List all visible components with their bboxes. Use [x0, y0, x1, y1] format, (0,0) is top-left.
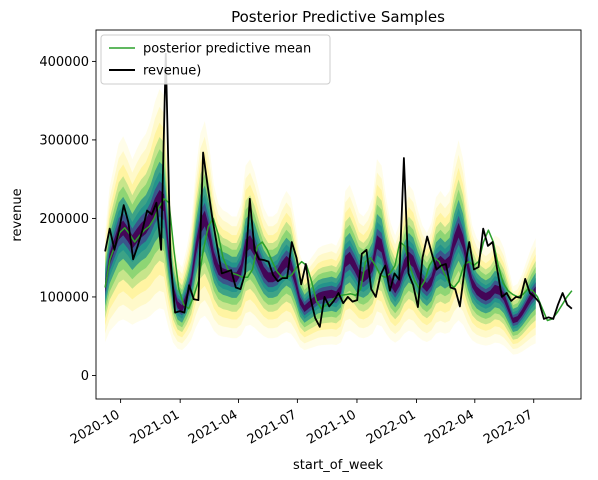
- x-axis: 2020-10 2021-01 2021-04 2021-07 2021-10 2022-…: [68, 399, 536, 448]
- legend: posterior predictive mean revenue): [100, 34, 331, 85]
- y-tick-label: 200000: [39, 212, 89, 227]
- x-tick-label: 2022-01: [364, 407, 419, 447]
- y-tick-label: 300000: [39, 133, 89, 148]
- posterior-predictive-bands: [105, 89, 536, 355]
- credible-band-8: [105, 190, 536, 324]
- x-tick-label: 2021-10: [304, 407, 359, 447]
- x-tick-label: 2020-10: [68, 407, 123, 447]
- series-line-revenue: [104, 52, 573, 328]
- y-tick-label: 100000: [39, 290, 89, 305]
- y-axis-label: revenue: [10, 188, 25, 241]
- series-lines: [104, 52, 573, 328]
- legend-label-mean: posterior predictive mean: [143, 42, 311, 57]
- x-tick-label: 2021-04: [186, 407, 241, 447]
- plot-frame: [95, 29, 582, 400]
- y-tick-label: 400000: [39, 55, 89, 70]
- x-tick-label: 2021-07: [245, 407, 300, 447]
- plot-area: [96, 30, 581, 399]
- x-tick-label: 2021-01: [128, 407, 183, 447]
- y-axis: 0 100000 200000 300000 400000: [39, 55, 96, 384]
- x-axis-label: start_of_week: [293, 458, 383, 473]
- legend-box: [100, 34, 331, 85]
- chart-title: Posterior Predictive Samples: [231, 8, 445, 26]
- legend-label-revenue: revenue): [143, 64, 201, 79]
- y-tick-label: 0: [81, 369, 89, 384]
- x-tick-label: 2022-07: [481, 407, 536, 447]
- x-tick-label: 2022-04: [422, 407, 477, 447]
